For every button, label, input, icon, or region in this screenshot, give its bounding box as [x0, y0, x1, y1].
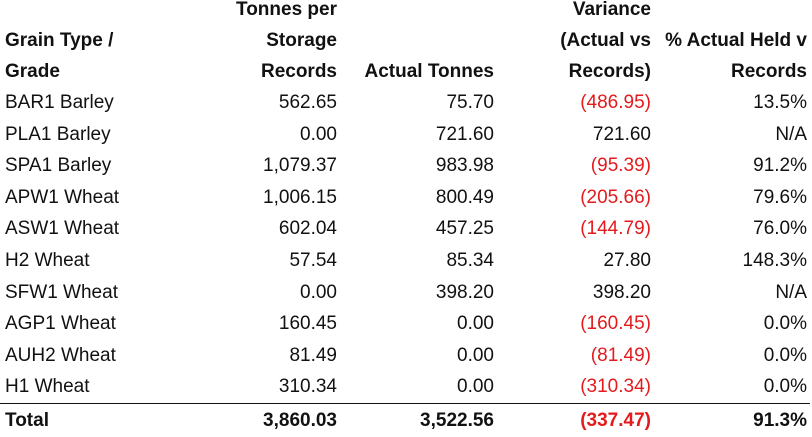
header-records: Tonnes per Storage Records	[170, 0, 340, 87]
table-row: BAR1 Barley 562.65 75.70 (486.95) 13.5%	[0, 87, 810, 119]
cell-records: 57.54	[289, 249, 337, 271]
cell-actual: 457.25	[435, 218, 494, 240]
cell-grain: ASW1 Wheat	[5, 218, 120, 240]
cell-records: 160.45	[278, 313, 337, 335]
cell-records: 81.49	[289, 344, 337, 366]
cell-percent: 76.0%	[753, 218, 807, 240]
cell-percent: N/A	[775, 123, 807, 145]
table-row: AGP1 Wheat 160.45 0.00 (160.45) 0.0%	[0, 308, 810, 340]
cell-percent: 0.0%	[763, 344, 807, 366]
table-header: Grain Type / Grade Tonnes per Storage Re…	[0, 0, 810, 87]
table-row: H1 Wheat 310.34 0.00 (310.34) 0.0%	[0, 371, 810, 403]
cell-grain: AGP1 Wheat	[5, 313, 116, 335]
cell-variance: 27.80	[603, 249, 651, 271]
header-variance-line: Records)	[568, 61, 651, 82]
cell-variance: (205.66)	[580, 186, 651, 208]
header-percent-line: Records	[730, 61, 807, 82]
header-actual: Actual Tonnes	[340, 0, 497, 87]
cell-records: 1,006.15	[263, 186, 337, 208]
cell-grain: APW1 Wheat	[5, 186, 120, 208]
cell-percent: 13.5%	[753, 92, 807, 113]
table-row: ASW1 Wheat 602.04 457.25 (144.79) 76.0%	[0, 213, 810, 245]
cell-records: 0.00	[300, 281, 337, 303]
cell-percent: 148.3%	[742, 249, 807, 271]
cell-grain: AUH2 Wheat	[5, 344, 116, 366]
table-row: AUH2 Wheat 81.49 0.00 (81.49) 0.0%	[0, 340, 810, 372]
cell-actual: 721.60	[435, 123, 494, 145]
header-records-line: Records	[260, 61, 337, 82]
table-body: BAR1 Barley 562.65 75.70 (486.95) 13.5% PLA1 …	[0, 87, 810, 403]
table-row: SFW1 Wheat 0.00 398.20 398.20 N/A	[0, 277, 810, 309]
cell-percent: 79.6%	[753, 186, 807, 208]
header-variance-line: (Actual vs	[560, 30, 651, 51]
cell-grain: BAR1 Barley	[5, 92, 114, 113]
cell-actual: 75.70	[446, 92, 494, 113]
header-grain-line: Grade	[5, 61, 60, 82]
cell-variance: (144.79)	[580, 218, 651, 240]
cell-variance: (486.95)	[580, 92, 651, 113]
cell-grain: SPA1 Barley	[5, 155, 112, 177]
cell-records: 562.65	[278, 92, 337, 113]
cell-variance: (160.45)	[580, 313, 651, 335]
table-row: H2 Wheat 57.54 85.34 27.80 148.3%	[0, 245, 810, 277]
header-actual-line: Actual Tonnes	[364, 61, 495, 82]
cell-actual: 800.49	[435, 186, 494, 208]
cell-actual: 0.00	[457, 376, 494, 398]
cell-grain: H1 Wheat	[5, 376, 90, 398]
total-actual: 3,522.56	[340, 402, 497, 437]
cell-variance: (81.49)	[590, 344, 651, 366]
header-grain-type: Grain Type / Grade	[0, 0, 170, 87]
header-percent-line: % Actual Held v	[665, 30, 807, 51]
cell-variance: (310.34)	[580, 376, 651, 398]
cell-records: 1,079.37	[263, 155, 337, 177]
cell-percent: 0.0%	[763, 376, 807, 398]
header-variance: Variance (Actual vs Records)	[497, 0, 654, 87]
header-variance-line: Variance	[572, 0, 651, 20]
cell-variance: (95.39)	[590, 155, 651, 177]
total-label: Total	[0, 402, 170, 437]
cell-records: 310.34	[278, 376, 337, 398]
total-records: 3,860.03	[170, 402, 340, 437]
cell-actual: 0.00	[457, 344, 494, 366]
header-grain-line: Grain Type /	[5, 30, 114, 51]
cell-grain: PLA1 Barley	[5, 123, 111, 145]
cell-variance: 721.60	[592, 123, 651, 145]
cell-percent: 0.0%	[763, 313, 807, 335]
table-row: PLA1 Barley 0.00 721.60 721.60 N/A	[0, 119, 810, 151]
cell-actual: 0.00	[457, 313, 494, 335]
table-row: APW1 Wheat 1,006.15 800.49 (205.66) 79.6%	[0, 182, 810, 214]
cell-grain: H2 Wheat	[5, 249, 90, 271]
cell-actual: 398.20	[435, 281, 494, 303]
cell-variance: 398.20	[592, 281, 651, 303]
total-percent: 91.3%	[654, 402, 810, 437]
header-records-line: Tonnes per	[236, 0, 337, 20]
table-footer: Total 3,860.03 3,522.56 (337.47) 91.3%	[0, 402, 810, 437]
cell-actual: 983.98	[435, 155, 494, 177]
cell-records: 602.04	[278, 218, 337, 240]
cell-actual: 85.34	[446, 249, 494, 271]
cell-percent: 91.2%	[753, 155, 807, 177]
total-row: Total 3,860.03 3,522.56 (337.47) 91.3%	[0, 402, 810, 437]
cell-grain: SFW1 Wheat	[5, 281, 118, 303]
header-records-line: Storage	[266, 30, 337, 51]
header-percent: % Actual Held v Records	[654, 0, 810, 87]
total-variance: (337.47)	[497, 402, 654, 437]
table-row: SPA1 Barley 1,079.37 983.98 (95.39) 91.2%	[0, 150, 810, 182]
cell-percent: N/A	[775, 281, 807, 303]
cell-records: 0.00	[300, 123, 337, 145]
